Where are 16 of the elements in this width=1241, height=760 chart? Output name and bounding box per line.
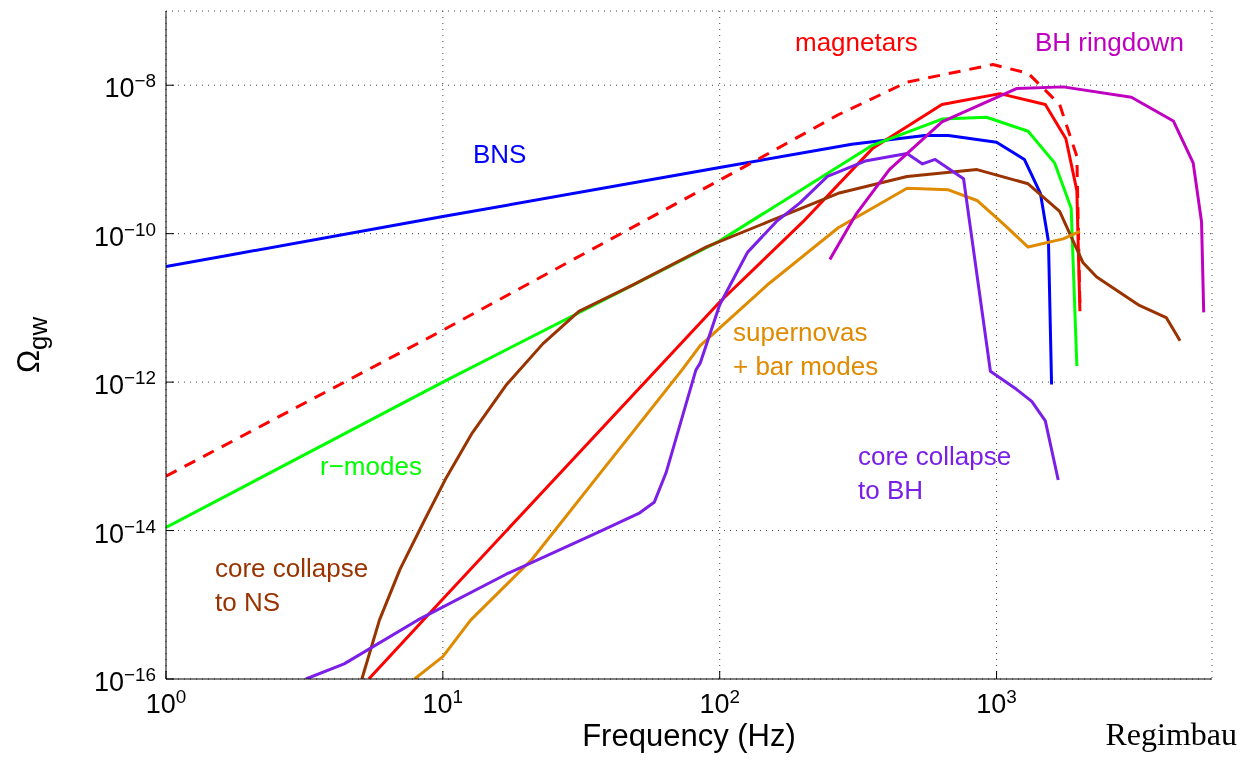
- y-tick-label: 10$^{−12}$: [93, 366, 156, 401]
- series-label: BH ringdown: [1035, 26, 1184, 59]
- x-axis-title: Frequency (Hz): [582, 718, 796, 753]
- y-tick-label: 10$^{−8}$: [104, 69, 156, 104]
- x-tick-label: 10$^{1}$: [422, 685, 464, 719]
- y-tick-label: 10$^{−10}$: [93, 218, 156, 252]
- series-label: BNS: [473, 138, 527, 171]
- series-label: supernovas + bar modes: [733, 316, 879, 383]
- series-label: core collapse to BH: [858, 440, 1012, 507]
- y-tick-label: 10$^{−14}$: [93, 515, 156, 549]
- series-label: r−modes: [320, 450, 422, 483]
- series-label: core collapse to NS: [215, 552, 369, 619]
- text: Regimbau: [1105, 716, 1237, 753]
- x-tick-label: 10$^{3}$: [976, 685, 1017, 719]
- text: magnetars: [795, 26, 918, 59]
- x-tick-label: 10$^{2}$: [699, 685, 740, 719]
